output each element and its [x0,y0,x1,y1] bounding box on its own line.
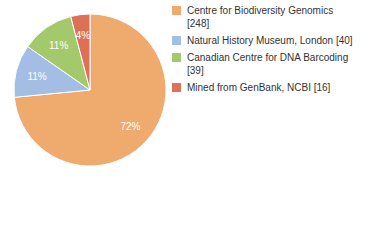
svg-text:4%: 4% [76,30,91,41]
html-text:Natural History Museum, London: Natural History Museum, London [40] [187,35,353,46]
svg-text:11%: 11% [27,71,46,82]
svg-text:72%: 72% [121,121,141,132]
html-text:Mined from GenBank, NCBI [16]: Mined from GenBank, NCBI [16] [187,82,331,93]
html-text:Centre for Biodiversity Genomi: Centre for Biodiversity Genomics [248] [187,5,334,29]
html-text:Canadian Centre for DNA Barcod: Canadian Centre for DNA Barcoding [39] [187,52,349,76]
svg-text:11%: 11% [49,40,68,51]
